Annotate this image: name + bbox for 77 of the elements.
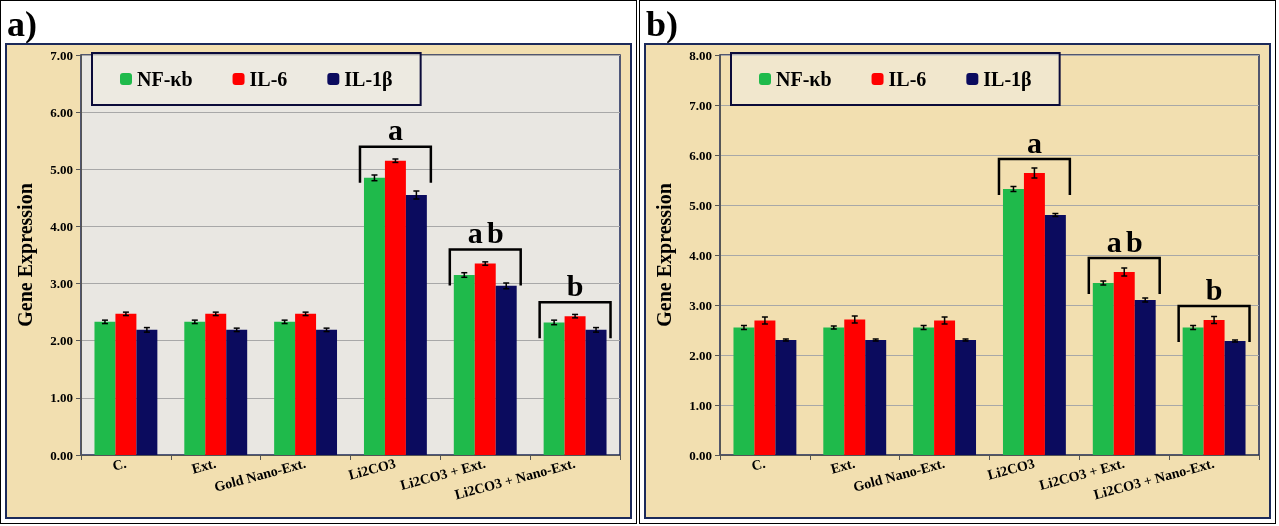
bar (1092, 283, 1114, 455)
bar (405, 195, 427, 455)
bar (543, 322, 565, 455)
bar (934, 320, 956, 455)
bar (1044, 215, 1066, 455)
bar (775, 340, 797, 455)
y-tick-label: 1.00 (689, 397, 712, 413)
bar (453, 275, 475, 455)
y-tick-label: 7.00 (50, 47, 73, 63)
x-tick-label: Ext. (829, 455, 857, 477)
bar (384, 160, 406, 455)
bar (1002, 189, 1024, 455)
bar (585, 329, 607, 455)
bar (94, 321, 116, 455)
y-tick-label: 4.00 (50, 218, 73, 234)
x-tick-label: C. (110, 455, 128, 474)
bar (1224, 341, 1246, 455)
y-tick-label: 6.00 (50, 104, 73, 120)
bar (226, 329, 248, 455)
bar (136, 329, 158, 455)
bar (184, 321, 206, 455)
annotation: a (467, 216, 483, 250)
y-tick-label: 5.00 (50, 161, 73, 177)
y-tick-label: 6.00 (689, 147, 712, 163)
x-tick-label: Ext. (190, 455, 218, 477)
bar (1023, 173, 1045, 455)
bar (865, 340, 887, 455)
bar (205, 313, 227, 455)
annotation: b (486, 216, 504, 250)
bar (274, 321, 296, 455)
bar (754, 320, 776, 455)
annotation: b (1205, 272, 1223, 306)
y-tick-label: 0.00 (689, 447, 712, 463)
annotation: a (387, 113, 403, 147)
bar (1182, 327, 1204, 455)
y-tick-label: 3.00 (50, 276, 73, 292)
bar (564, 316, 586, 455)
y-tick-label: 1.00 (50, 390, 73, 406)
y-tick-label: 7.00 (689, 97, 712, 113)
y-tick-label: 2.00 (50, 333, 73, 349)
annotation: b (566, 268, 584, 302)
y-tick-label: 8.00 (689, 47, 712, 63)
bar (1113, 272, 1135, 455)
y-tick-label: 3.00 (689, 297, 712, 313)
bar (844, 319, 866, 455)
bar (363, 177, 385, 455)
chart-title: b) (646, 3, 679, 45)
x-tick-label: Li2CO3 (346, 455, 398, 483)
legend-label: IL-1β (983, 68, 1032, 91)
annotation: a (1106, 224, 1122, 258)
legend-label: NF-κb (776, 68, 832, 90)
y-tick-label: 5.00 (689, 197, 712, 213)
bar (1134, 300, 1156, 455)
x-tick-label: Li2CO3 (985, 455, 1037, 483)
bar (1203, 320, 1225, 455)
annotation: b (1125, 224, 1143, 258)
bar (495, 285, 517, 455)
y-axis-title: Gene Expression (653, 183, 676, 327)
bar (474, 263, 496, 455)
legend-label: IL-6 (888, 68, 927, 90)
bar (316, 329, 338, 455)
bar (115, 313, 137, 455)
legend-label: NF-κb (137, 68, 193, 90)
y-tick-label: 4.00 (689, 247, 712, 263)
bar (295, 313, 317, 455)
legend-label: IL-6 (249, 68, 288, 90)
y-tick-label: 2.00 (689, 347, 712, 363)
y-axis-title: Gene Expression (14, 183, 37, 327)
bar (823, 327, 845, 455)
bar (733, 327, 755, 455)
legend-label: IL-1β (344, 68, 393, 91)
chart-title: a) (7, 3, 37, 45)
annotation: a (1026, 125, 1042, 159)
bar (913, 327, 935, 455)
y-tick-label: 0.00 (50, 447, 73, 463)
x-tick-label: C. (749, 455, 767, 474)
bar (955, 340, 977, 455)
